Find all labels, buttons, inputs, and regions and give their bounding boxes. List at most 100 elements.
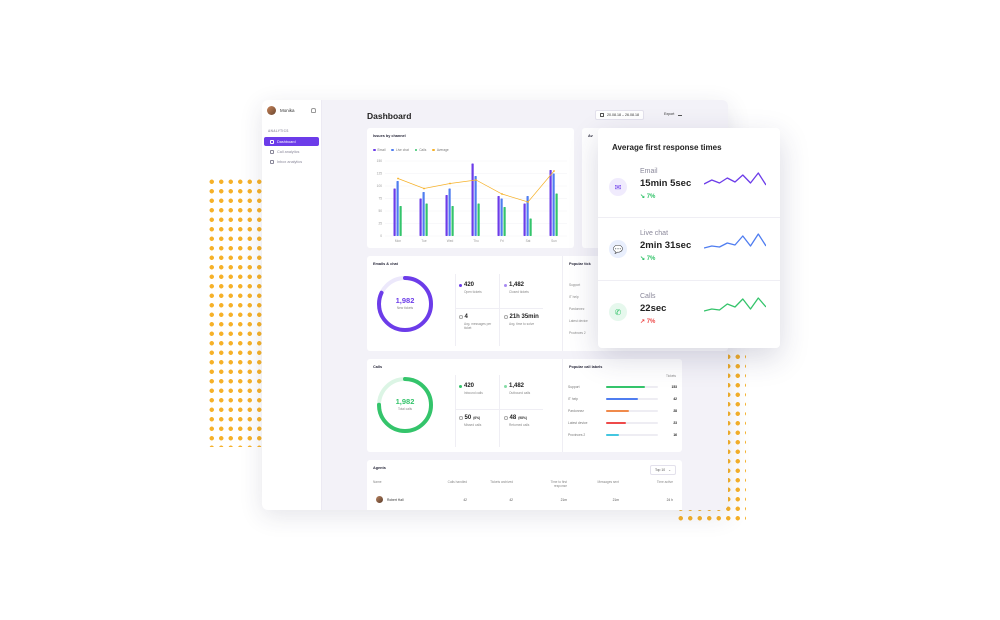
sidebar-item-dashboard[interactable]: Dashboard [264, 137, 319, 146]
page-title: Dashboard [367, 111, 412, 121]
column-header: Tickets [666, 374, 676, 378]
ring-value: 1,982 [395, 296, 415, 305]
label-name: IT help [568, 397, 579, 401]
bar-live-chat [474, 176, 477, 236]
label-name: Support [569, 283, 581, 287]
label-row: IT help 42 [568, 396, 677, 402]
bar-email [445, 195, 448, 236]
sidebar-item-label: Dashboard [277, 139, 296, 144]
channel-name: Email [640, 168, 658, 175]
returned-call-icon [504, 416, 508, 420]
sidebar-section-label: ANALYTICS [268, 129, 289, 133]
delta: ↘ 7% [640, 194, 656, 200]
arrow-up-icon: ↗ [640, 319, 646, 325]
response-time: 15min 5sec [640, 178, 692, 189]
response-row-live-chat: 💬 Live chat 2min 31sec ↘ 7% [598, 217, 780, 281]
popular-tickets-title: Popular tick [569, 262, 591, 266]
x-tick-label: Wed [447, 239, 454, 243]
export-label: Export [664, 112, 675, 116]
kpi-label: Closed tickets [509, 290, 529, 294]
x-tick-label: Thu [473, 239, 479, 243]
average-point [397, 177, 399, 180]
ring-chart [377, 377, 433, 433]
chart-legend: Email Live chat Calls Average [373, 148, 449, 152]
bar-calls [399, 206, 402, 236]
sparkline-path [704, 297, 766, 312]
missed-call-icon [459, 416, 463, 420]
date-range-picker[interactable]: 20.08.18 – 26.08.18 [595, 110, 644, 120]
kpi-label: Avg. messages per ticket [464, 322, 492, 331]
sidebar-item-call-analytics[interactable]: Call analytics [264, 147, 319, 156]
label-row: Provinces 2 16 [568, 432, 677, 438]
cell-calls: 42 [463, 498, 467, 502]
label-name: Pardonnez [569, 307, 585, 311]
arrow-down-icon: ↘ [640, 256, 646, 262]
cell-active: 24 h [666, 498, 673, 502]
bar-email [523, 203, 526, 236]
chat-bubble-icon: 💬 [609, 240, 627, 258]
cell-tickets: 42 [509, 498, 513, 502]
y-tick-label: 100 [377, 184, 383, 188]
phone-icon: ✆ [609, 303, 627, 321]
ring-value: 1,982 [395, 397, 415, 406]
agent-name: Robert Hall [387, 498, 404, 502]
popular-call-labels: Popular call labels Tickets Support 153 IT… [563, 359, 682, 452]
column-header: Name [373, 480, 382, 484]
kpi-closed-tickets: 1,482 [504, 282, 524, 288]
top-filter-dropdown[interactable]: Top 10 ⌄ [649, 465, 676, 475]
ring-chart [377, 276, 433, 332]
card-title: Average first response times [612, 143, 722, 152]
x-tick-label: Sat [526, 239, 531, 243]
column-header: Time to first response [550, 480, 567, 488]
average-point [449, 182, 451, 185]
filter-label: Top 10 [654, 468, 666, 472]
bar-calls [451, 206, 454, 236]
user-menu[interactable]: Monika [262, 100, 321, 121]
label-bar [606, 433, 658, 437]
bar-live-chat [448, 188, 451, 236]
column-header: Calls handled [447, 480, 467, 484]
phone-icon [270, 149, 274, 154]
bar-email [419, 198, 422, 236]
new-tickets-ring: 1,982 New tickets [375, 274, 435, 334]
decorative-dots-left [207, 177, 264, 447]
bar-calls [503, 207, 506, 236]
card-title: Emails & chat [373, 262, 398, 266]
card-title: Av [588, 134, 593, 138]
sidebar-item-label: Call analytics [277, 149, 300, 154]
label-name: Latest device [569, 319, 588, 323]
label-count: 16 [673, 433, 677, 437]
header: Dashboard 20.08.18 – 26.08.18 Export [367, 109, 728, 123]
label-row: Latest device 23 [568, 420, 677, 426]
kpi-label: Open tickets [464, 290, 482, 294]
bar-live-chat [396, 181, 399, 236]
bell-icon[interactable] [311, 108, 316, 113]
legend-item-calls: Calls [414, 148, 426, 152]
label-name: Provinces 2 [569, 331, 586, 335]
bar-email [497, 196, 500, 236]
calendar-icon [600, 113, 604, 117]
avatar [267, 106, 276, 115]
calls-card: Calls 1,982 Total calls 420 Inbound call… [367, 359, 682, 452]
sparkline-path [704, 233, 766, 249]
label-name: Support [568, 385, 580, 389]
agents-card: Agents Top 10 ⌄ Name Calls handled Ticket… [367, 460, 682, 510]
kpi-open-tickets: 420 [459, 282, 474, 288]
issues-by-channel-card: Issues by channel Email Live chat Calls … [367, 128, 574, 248]
average-point [501, 193, 503, 195]
kpi-label: Outbound calls [509, 391, 531, 395]
column-header: Tickets archived [490, 480, 513, 484]
bar-calls [529, 218, 532, 236]
sidebar-item-inbox-analytics[interactable]: Inbox analytics [264, 157, 319, 166]
x-tick-label: Mon [395, 239, 401, 243]
envelope-icon: ✉ [609, 178, 627, 196]
legend-item-email: Email [373, 148, 385, 152]
bar-live-chat [526, 196, 529, 236]
label-bar [606, 421, 658, 425]
y-tick-label: 50 [378, 209, 382, 213]
kpi-inbound-calls: 420 [459, 383, 474, 389]
export-button[interactable]: Export [664, 112, 683, 116]
kpi-returned-calls: 48 (98%) [504, 415, 527, 421]
date-range-text: 20.08.18 – 26.08.18 [607, 113, 639, 117]
response-time: 22sec [640, 303, 667, 314]
